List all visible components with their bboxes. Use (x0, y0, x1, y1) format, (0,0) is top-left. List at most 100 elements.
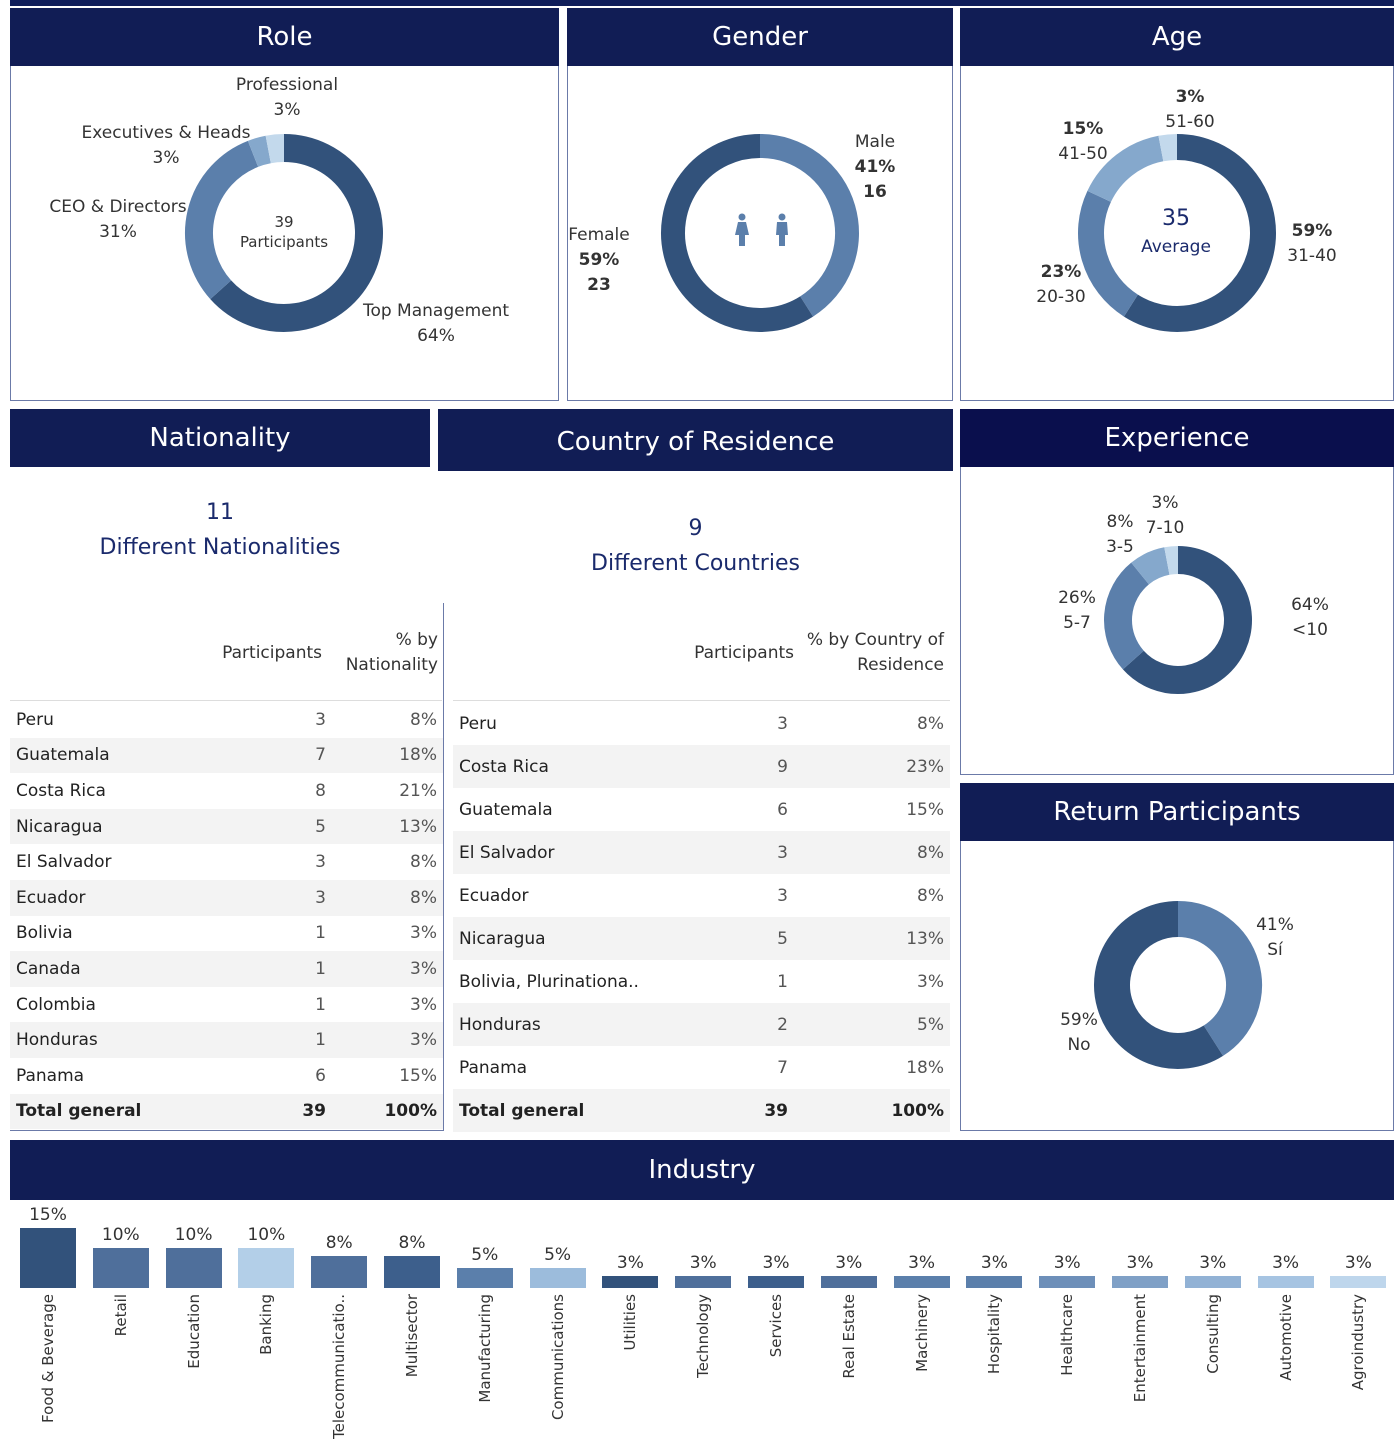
experience-donut (1104, 546, 1252, 694)
residence-cell-name: Ecuador (459, 885, 529, 906)
residence-row: Peru 3 8% (453, 702, 950, 745)
industry-bar-label: 5% (471, 1245, 499, 1265)
role-label-professional-pct: 3% (273, 100, 301, 120)
industry-bar (529, 1268, 586, 1288)
age-slice-51-60 (1158, 134, 1178, 162)
top-accent-bar (10, 0, 1394, 6)
industry-bar (1330, 1276, 1387, 1288)
nationality-cell-n: 6 (315, 1065, 326, 1086)
nationality-col-pct-1: % by (395, 630, 438, 650)
nationality-cell-n: 1 (315, 923, 326, 944)
nationality-col-pct-2: Nationality (345, 655, 438, 675)
age-slice-41-50 (1087, 135, 1164, 203)
age-3140-name: 31-40 (1287, 246, 1337, 266)
residence-cell-pct: 5% (794, 1003, 950, 1046)
industry-bar-label: 15% (29, 1205, 67, 1225)
residence-row: Nicaragua 5 13% (453, 917, 950, 960)
residence-header-rule (453, 700, 950, 701)
nationality-row: Nicaragua 5 13% (10, 808, 443, 845)
industry-bar-label: 3% (908, 1253, 936, 1273)
gender-header: Gender (567, 8, 953, 66)
nationality-row: Panama 6 15% (10, 1058, 443, 1094)
nationality-cell-pct: 18% (332, 737, 443, 774)
exp-35-pct: 8% (1106, 512, 1134, 532)
nationality-table: Peru 3 8% Guatemala 7 18% Costa Rica 8 21% Nicara… (10, 702, 443, 1130)
exp-10-pct: 64% (1291, 595, 1329, 615)
residence-cell-name: Bolivia, Plurinationa.. (459, 971, 639, 992)
residence-cell-name: Honduras (453, 1003, 688, 1046)
nationality-cell-name: Bolivia (16, 923, 73, 944)
nationality-count-label: Different Nationalities (99, 535, 341, 560)
gender-slice-female (661, 134, 814, 332)
exp-710-name: 7-10 (1145, 518, 1185, 538)
nationality-cell-pct: 3% (410, 923, 437, 944)
residence-table: Peru 3 8% Costa Rica 9 23% Guatemala 6 15% El Sal… (453, 702, 950, 1132)
industry-category-label: Banking (257, 1294, 276, 1355)
industry-bar (92, 1248, 149, 1288)
role-label-professional-name: Professional (235, 75, 339, 95)
return-slice-s- (1177, 901, 1262, 1056)
industry-bar (675, 1276, 732, 1288)
residence-cell-pct: 8% (917, 885, 944, 906)
industry-bar-label: 5% (544, 1245, 572, 1265)
nationality-cell-name: Ecuador (10, 879, 228, 916)
role-slice-top-management (210, 134, 383, 332)
nationality-cell-n: 3 (228, 879, 332, 916)
role-slice-executives-heads (247, 135, 272, 167)
industry-bar (20, 1228, 76, 1288)
industry-bar (1039, 1276, 1096, 1288)
role-center-count: 39 (274, 213, 294, 231)
industry-bar-label: 3% (1126, 1253, 1154, 1273)
industry-bar (966, 1276, 1023, 1288)
residence-cell-pct: 8% (917, 713, 944, 734)
nationality-row: Total general 39 100% (10, 1093, 443, 1130)
residence-col-participants: Participants (694, 643, 794, 663)
residence-cell-name: Guatemala (459, 799, 553, 820)
role-label-executives-pct: 3% (152, 148, 180, 168)
industry-bar-label: 3% (1199, 1253, 1227, 1273)
exp-35-name: 3-5 (1106, 537, 1134, 557)
nationality-cell-pct: 8% (410, 709, 437, 730)
industry-bar (602, 1276, 659, 1288)
gender-donut (661, 134, 859, 332)
industry-category-label: Agroindustry (1349, 1294, 1368, 1391)
residence-cell-n: 3 (777, 713, 788, 734)
nationality-header-rule (10, 700, 442, 701)
residence-cell-pct: 8% (794, 831, 950, 874)
residence-cell-pct: 15% (906, 799, 944, 820)
residence-cell-pct: 23% (794, 745, 950, 788)
industry-bar (1257, 1276, 1314, 1288)
exp-10-name: <10 (1292, 620, 1328, 640)
return-donut (1094, 901, 1262, 1069)
residence-cell-name: Peru (459, 713, 497, 734)
industry-category-label: Technology (694, 1294, 713, 1379)
residence-row: Costa Rica 9 23% (453, 745, 950, 788)
experience-slice-7-10 (1164, 546, 1179, 575)
industry-category-label: Utilities (621, 1294, 640, 1351)
gender-female-name: Female (568, 225, 630, 245)
role-label-ceo-pct: 31% (99, 222, 137, 242)
nationality-cell-n: 8 (315, 780, 326, 801)
nationality-cell-name: Honduras (10, 1022, 228, 1058)
nationality-cell-pct: 15% (399, 1065, 437, 1086)
residence-row: Bolivia, Plurinationa.. 1 3% (453, 960, 950, 1003)
residence-row: Honduras 2 5% (453, 1003, 950, 1046)
industry-bar (456, 1268, 513, 1288)
nationality-cell-n: 1 (228, 951, 332, 987)
role-center-label: Participants (239, 233, 329, 251)
nationality-col-participants: Participants (222, 643, 322, 663)
male-icon (776, 213, 788, 246)
age-slice-31-40 (1123, 134, 1276, 332)
nationality-cell-name: Guatemala (10, 737, 228, 774)
age-center-label: Average (1141, 237, 1211, 257)
nationality-cell-pct: 21% (399, 780, 437, 801)
residence-row: Panama 7 18% (453, 1046, 950, 1089)
residence-cell-name: Panama (459, 1057, 528, 1078)
nationality-cell-pct: 3% (332, 951, 443, 987)
nationality-cell-n: 1 (228, 1022, 332, 1058)
industry-category-label: Manufacturing (475, 1294, 494, 1403)
nationality-cell-pct: 100% (332, 1093, 443, 1130)
industry-bar (1184, 1276, 1241, 1288)
nationality-row: Peru 3 8% (10, 702, 443, 738)
nationality-cell-name: Peru (16, 709, 54, 730)
